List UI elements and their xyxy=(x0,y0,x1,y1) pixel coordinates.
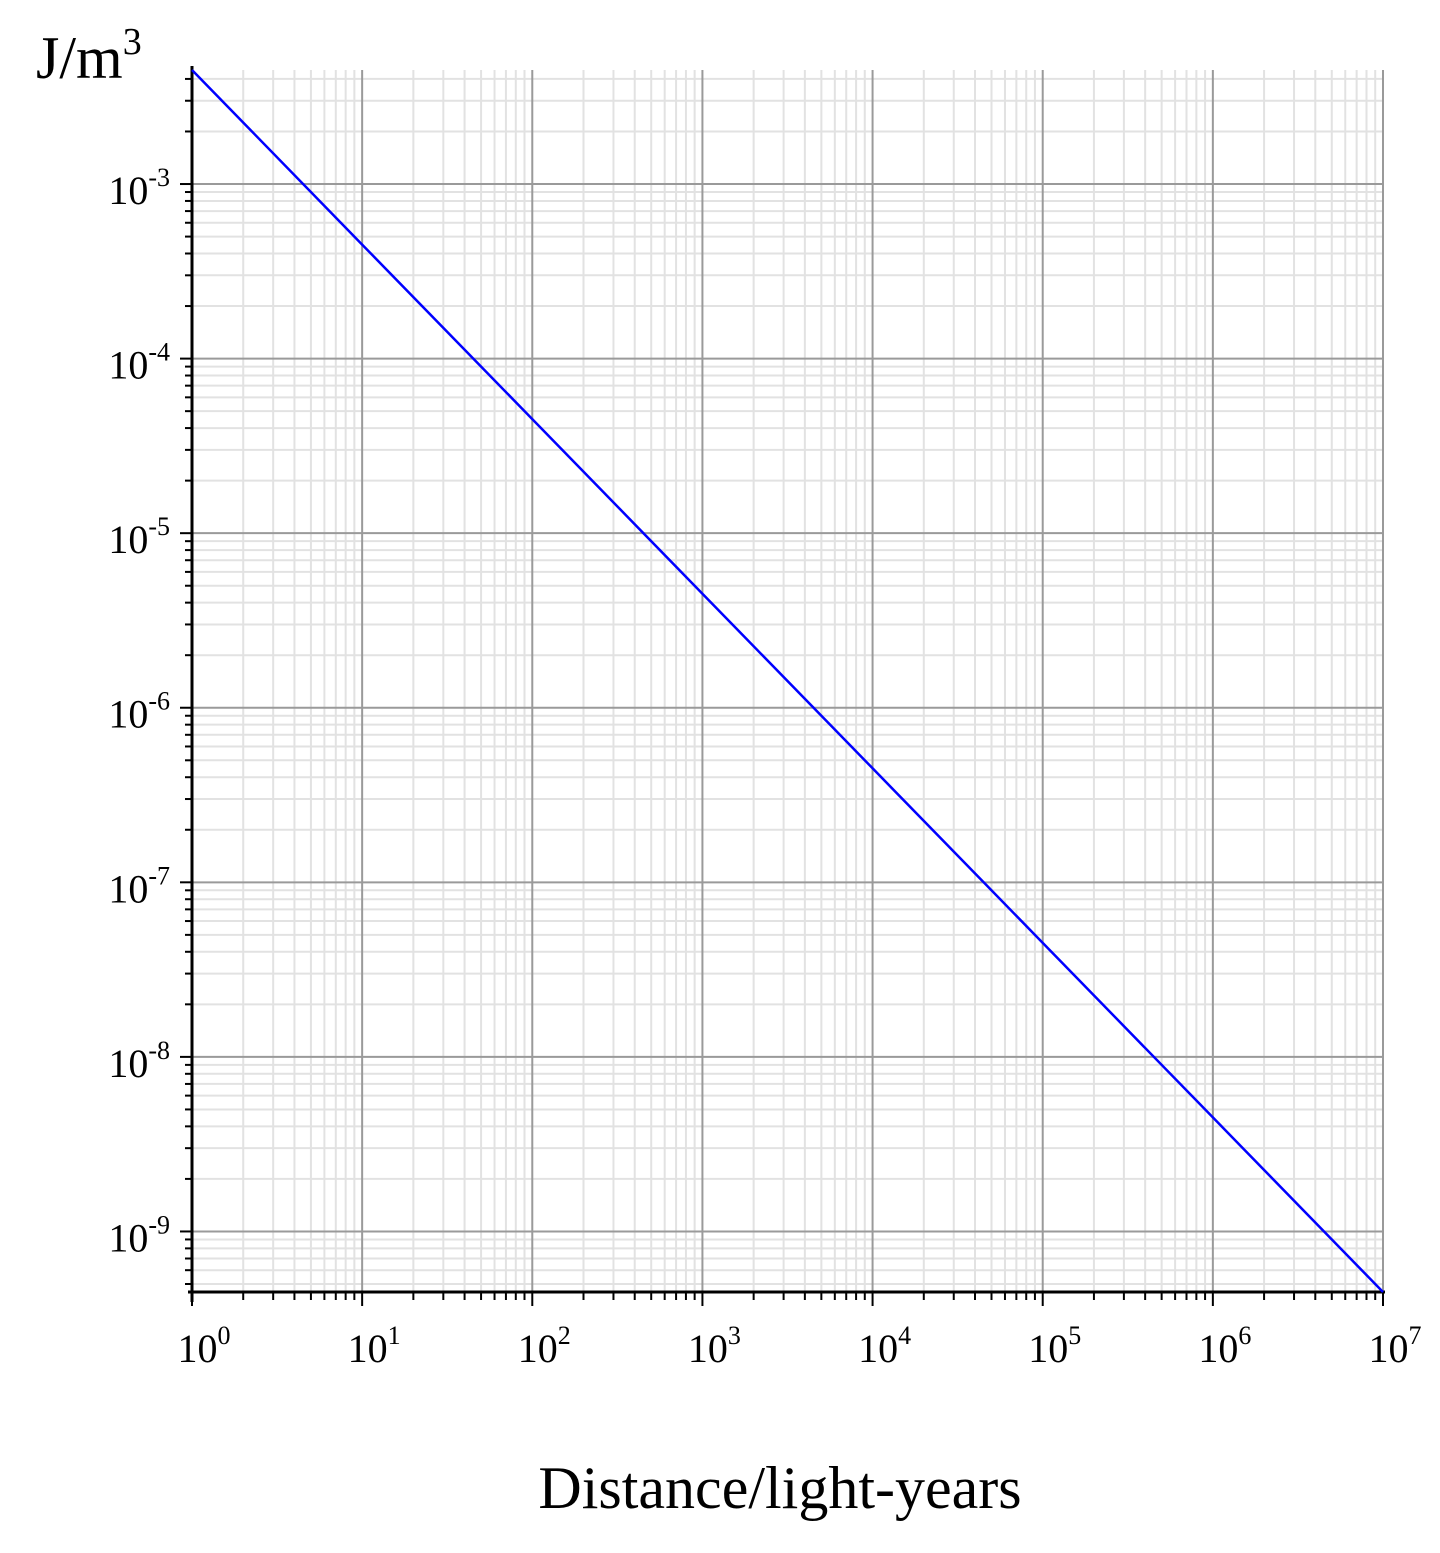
y-tick-label: 10-5 xyxy=(108,512,170,562)
x-tick-label: 105 xyxy=(1028,1321,1081,1371)
x-tick-label: 104 xyxy=(858,1321,911,1371)
x-tick-label: 106 xyxy=(1198,1321,1251,1371)
y-tick-labels: 10-3 10-4 10-5 10-6 10-7 10-8 10-9 xyxy=(108,163,170,1260)
x-tick-label: 107 xyxy=(1369,1321,1422,1371)
x-tick-label: 103 xyxy=(688,1321,741,1371)
x-tick-labels: 100 101 102 103 104 105 106 107 xyxy=(178,1321,1422,1371)
y-tick-label: 10-3 xyxy=(108,163,170,213)
y-tick-label: 10-4 xyxy=(108,338,170,388)
x-tick-label: 101 xyxy=(348,1321,401,1371)
minor-grid xyxy=(192,70,1383,1292)
y-tick-label: 10-8 xyxy=(108,1036,170,1086)
axes xyxy=(180,66,1385,1306)
x-tick-label: 102 xyxy=(518,1321,571,1371)
series-line xyxy=(191,69,1384,1293)
x-axis-label: Distance/light-years xyxy=(538,1455,1021,1521)
series-group xyxy=(191,69,1384,1293)
y-tick-label: 10-6 xyxy=(108,687,170,737)
y-axis-label-sup: 3 xyxy=(123,21,142,63)
y-axis-label: J/m3 xyxy=(36,21,142,91)
y-axis-label-base: J/m xyxy=(36,25,123,91)
y-tick-label: 10-7 xyxy=(108,861,170,911)
x-tick-label: 100 xyxy=(178,1321,231,1371)
y-tick-label: 10-9 xyxy=(108,1210,170,1260)
